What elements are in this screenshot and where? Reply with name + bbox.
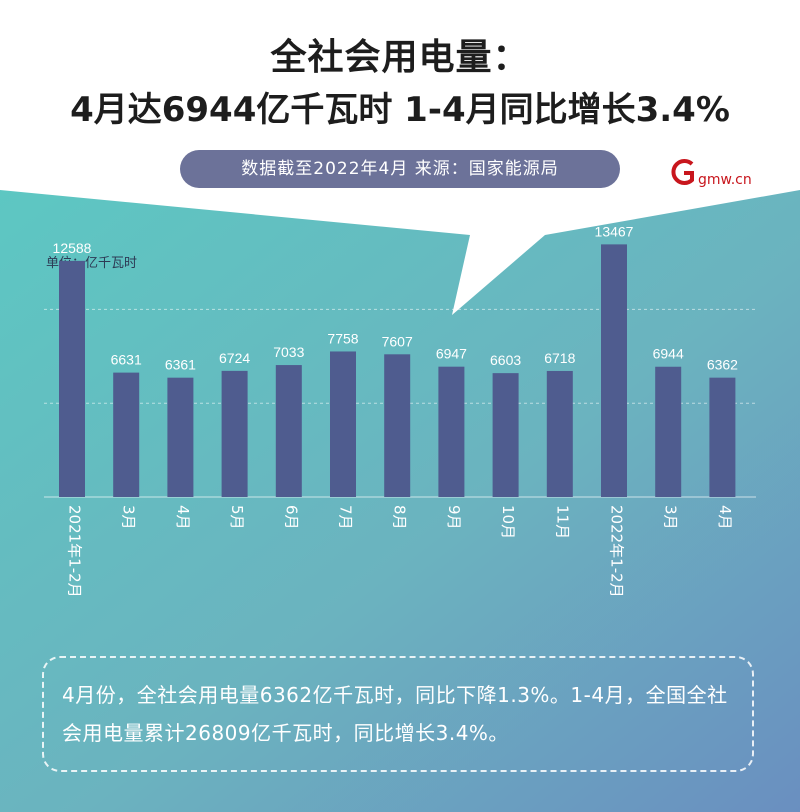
source-badge: 数据截至2022年4月 来源：国家能源局: [180, 150, 620, 188]
gmw-logo-icon: [671, 159, 694, 185]
data-label: 6947: [436, 346, 467, 362]
x-tick-label: 3月: [120, 505, 138, 530]
bar: [221, 370, 248, 497]
data-label: 6603: [490, 352, 521, 368]
data-label: 12588: [53, 240, 92, 256]
data-label: 7033: [273, 344, 304, 360]
bar: [655, 366, 682, 497]
data-label: 13467: [595, 223, 634, 239]
bar: [167, 377, 194, 497]
x-tick-label: 6月: [282, 505, 300, 530]
bar: [492, 373, 519, 497]
chart-title-line1: 全社会用电量：: [270, 37, 530, 78]
x-tick-label: 4月: [716, 505, 734, 530]
x-tick-label: 2022年1-2月: [608, 505, 626, 598]
x-tick-label: 2021年1-2月: [66, 505, 84, 598]
bar: [546, 370, 573, 497]
bar: [59, 260, 85, 497]
data-labels: 12588 6631 6361 6724 7033 7758 7607 6947 6603 671…: [53, 223, 739, 372]
data-label: 6944: [653, 346, 684, 362]
x-tick-label: 7月: [337, 505, 355, 530]
bars: [59, 244, 736, 497]
data-label: 7758: [327, 330, 358, 346]
data-label: 6362: [707, 357, 738, 373]
note-text: 4月份，全社会用电量6362亿千瓦时，同比下降1.3%。1-4月，全国全社会用电…: [62, 683, 728, 745]
gmw-logo: gmw.cn: [668, 156, 758, 188]
x-tick-labels: 2021年1-2月 3月 4月 5月 6月 7月 8月 9月 10月 11月 2022年1-2月 3月…: [66, 505, 734, 598]
chart-title-line2: 4月达6944亿千瓦时 1-4月同比增长3.4%: [70, 90, 730, 130]
x-tick-label: 5月: [228, 505, 246, 530]
bar: [438, 366, 465, 497]
x-tick-label: 8月: [391, 505, 409, 530]
logo-text: gmw.cn: [698, 172, 752, 188]
bar: [601, 244, 627, 497]
x-tick-label: 9月: [445, 505, 463, 530]
bar: [709, 377, 736, 497]
note-box: [42, 656, 754, 772]
x-tick-label: 11月: [553, 505, 571, 539]
data-label: 7607: [382, 333, 413, 349]
bar: [330, 351, 356, 497]
data-label: 6361: [165, 357, 196, 373]
bar: [113, 372, 140, 497]
data-label: 6718: [544, 350, 575, 366]
bar: [275, 365, 302, 497]
data-label: 6724: [219, 350, 250, 366]
x-tick-label: 3月: [662, 505, 680, 530]
x-tick-label: 10月: [499, 505, 517, 539]
x-tick-label: 4月: [174, 505, 192, 530]
bar: [384, 354, 411, 497]
data-label: 6631: [111, 352, 142, 368]
